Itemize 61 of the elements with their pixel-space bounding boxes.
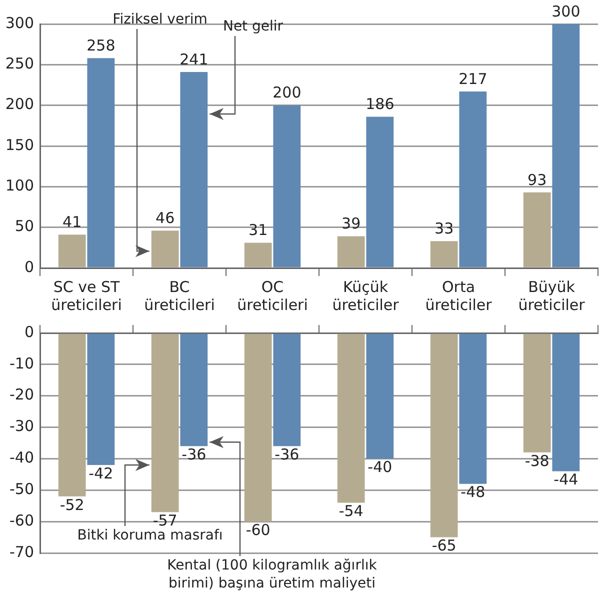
y-tick-label: -30 [10, 417, 34, 436]
data-label: -42 [88, 464, 114, 482]
data-label: 46 [156, 208, 175, 227]
bar [87, 58, 115, 268]
y-tick-label: 0 [24, 322, 34, 341]
data-label: 186 [366, 95, 394, 114]
data-label: -52 [60, 496, 84, 514]
y-tick-label: -60 [10, 511, 34, 530]
data-label: -48 [460, 483, 486, 502]
data-label: 93 [528, 170, 547, 189]
x-tick-label: Büyük üreticiler [518, 278, 586, 314]
x-tick-label: SC ve ST üreticileri [51, 278, 122, 314]
bar [273, 105, 301, 268]
bar [151, 230, 179, 268]
y-tick-label: -40 [10, 448, 34, 467]
y-tick-label: 100 [5, 176, 34, 195]
data-label: 200 [272, 84, 302, 102]
bar [523, 192, 551, 268]
data-label: 241 [180, 50, 208, 68]
x-tick-label: Küçük üreticiler [332, 278, 400, 314]
data-label: -44 [554, 470, 578, 489]
data-label: -38 [524, 452, 550, 470]
data-label: -54 [338, 502, 364, 520]
bar [244, 242, 272, 268]
y-tick-label: -50 [10, 480, 34, 498]
data-label: -36 [274, 446, 300, 464]
text: Net gelir [222, 18, 284, 35]
data-label: 258 [86, 36, 116, 55]
text: Kental (100 kilogramlık ağırlık birimi) başına üretim maliyeti [167, 558, 378, 592]
y-tick-label: -70 [10, 542, 34, 561]
data-label: 31 [248, 221, 268, 240]
y-tick-label: 250 [5, 54, 34, 73]
data-label: 217 [458, 70, 488, 88]
data-label: 300 [552, 2, 580, 20]
y-tick-label: 0 [24, 258, 34, 276]
series-label: Bitki koruma masrafı [77, 528, 223, 544]
bar [366, 116, 394, 268]
bar [337, 236, 365, 268]
y-tick-label: -20 [10, 386, 34, 404]
x-tick-label: Orta üreticiler [425, 278, 493, 314]
bar [430, 241, 458, 268]
bar [552, 24, 580, 268]
data-label: -60 [246, 520, 270, 539]
data-label: -65 [432, 536, 456, 555]
x-tick-label: BC üreticileri [144, 278, 215, 314]
y-tick-label: 300 [5, 14, 34, 32]
y-tick-label: 50 [14, 217, 34, 236]
data-label: 41 [62, 213, 82, 232]
data-label: 33 [434, 220, 454, 238]
data-label: 39 [342, 214, 361, 233]
y-tick-label: -10 [10, 354, 34, 372]
x-tick-label: OC üreticileri [237, 278, 308, 314]
data-label: -40 [368, 458, 392, 476]
text: Fiziksel verim [112, 12, 208, 28]
bar [58, 234, 86, 268]
data-label: -57 [152, 512, 178, 530]
data-label: -36 [182, 446, 206, 464]
bar [459, 92, 487, 268]
bar [180, 72, 208, 268]
y-tick-label: 200 [5, 95, 34, 114]
y-tick-label: 150 [5, 136, 34, 154]
